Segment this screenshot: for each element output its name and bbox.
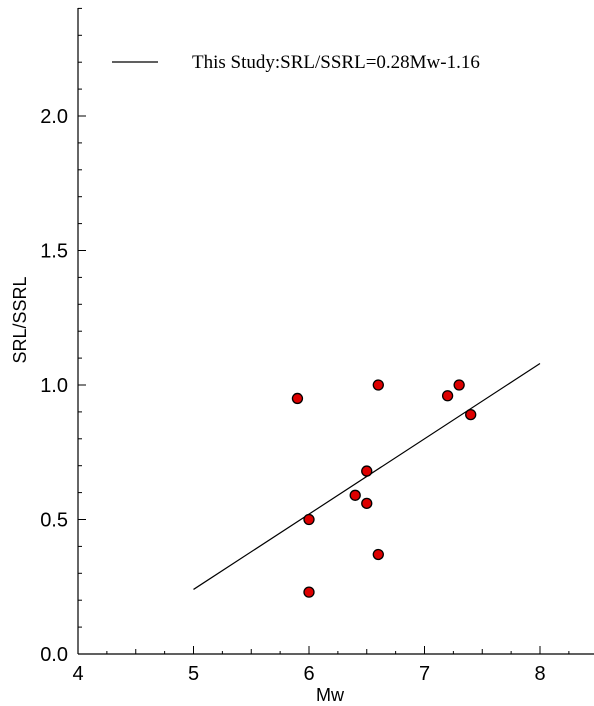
data-point — [291, 392, 304, 405]
x-tick-label: 8 — [534, 663, 545, 685]
data-points — [291, 379, 477, 598]
ticks: 4 5 6 7 8 0.0 0.5 1.0 1.5 2.0 — [40, 7, 570, 685]
y-tick-label: 1.5 — [40, 241, 68, 263]
y-tick-label: 0.5 — [40, 510, 68, 532]
x-tick-label: 6 — [303, 663, 314, 685]
x-tick-label: 7 — [419, 663, 430, 685]
data-point — [349, 489, 361, 501]
x-axis-title: Mw — [316, 685, 345, 705]
data-point — [361, 497, 373, 510]
data-point — [361, 465, 373, 477]
axes — [77, 8, 594, 655]
data-point — [372, 548, 384, 561]
data-point — [465, 408, 477, 421]
x-tick-label: 5 — [188, 663, 199, 685]
legend-label: This Study:SRL/SSRL=0.28Mw-1.16 — [192, 52, 480, 73]
legend: This Study:SRL/SSRL=0.28Mw-1.16 — [112, 52, 480, 73]
data-point — [453, 379, 465, 391]
y-tick-label: 0.0 — [40, 644, 68, 666]
data-point — [372, 379, 384, 391]
data-point — [441, 390, 454, 402]
data-point — [303, 513, 315, 526]
data-point — [303, 586, 315, 598]
y-axis-title: SRL/SSRL — [10, 276, 30, 363]
y-tick-label: 1.0 — [40, 375, 68, 397]
y-tick-label: 2.0 — [40, 106, 68, 128]
x-tick-label: 4 — [72, 663, 83, 685]
